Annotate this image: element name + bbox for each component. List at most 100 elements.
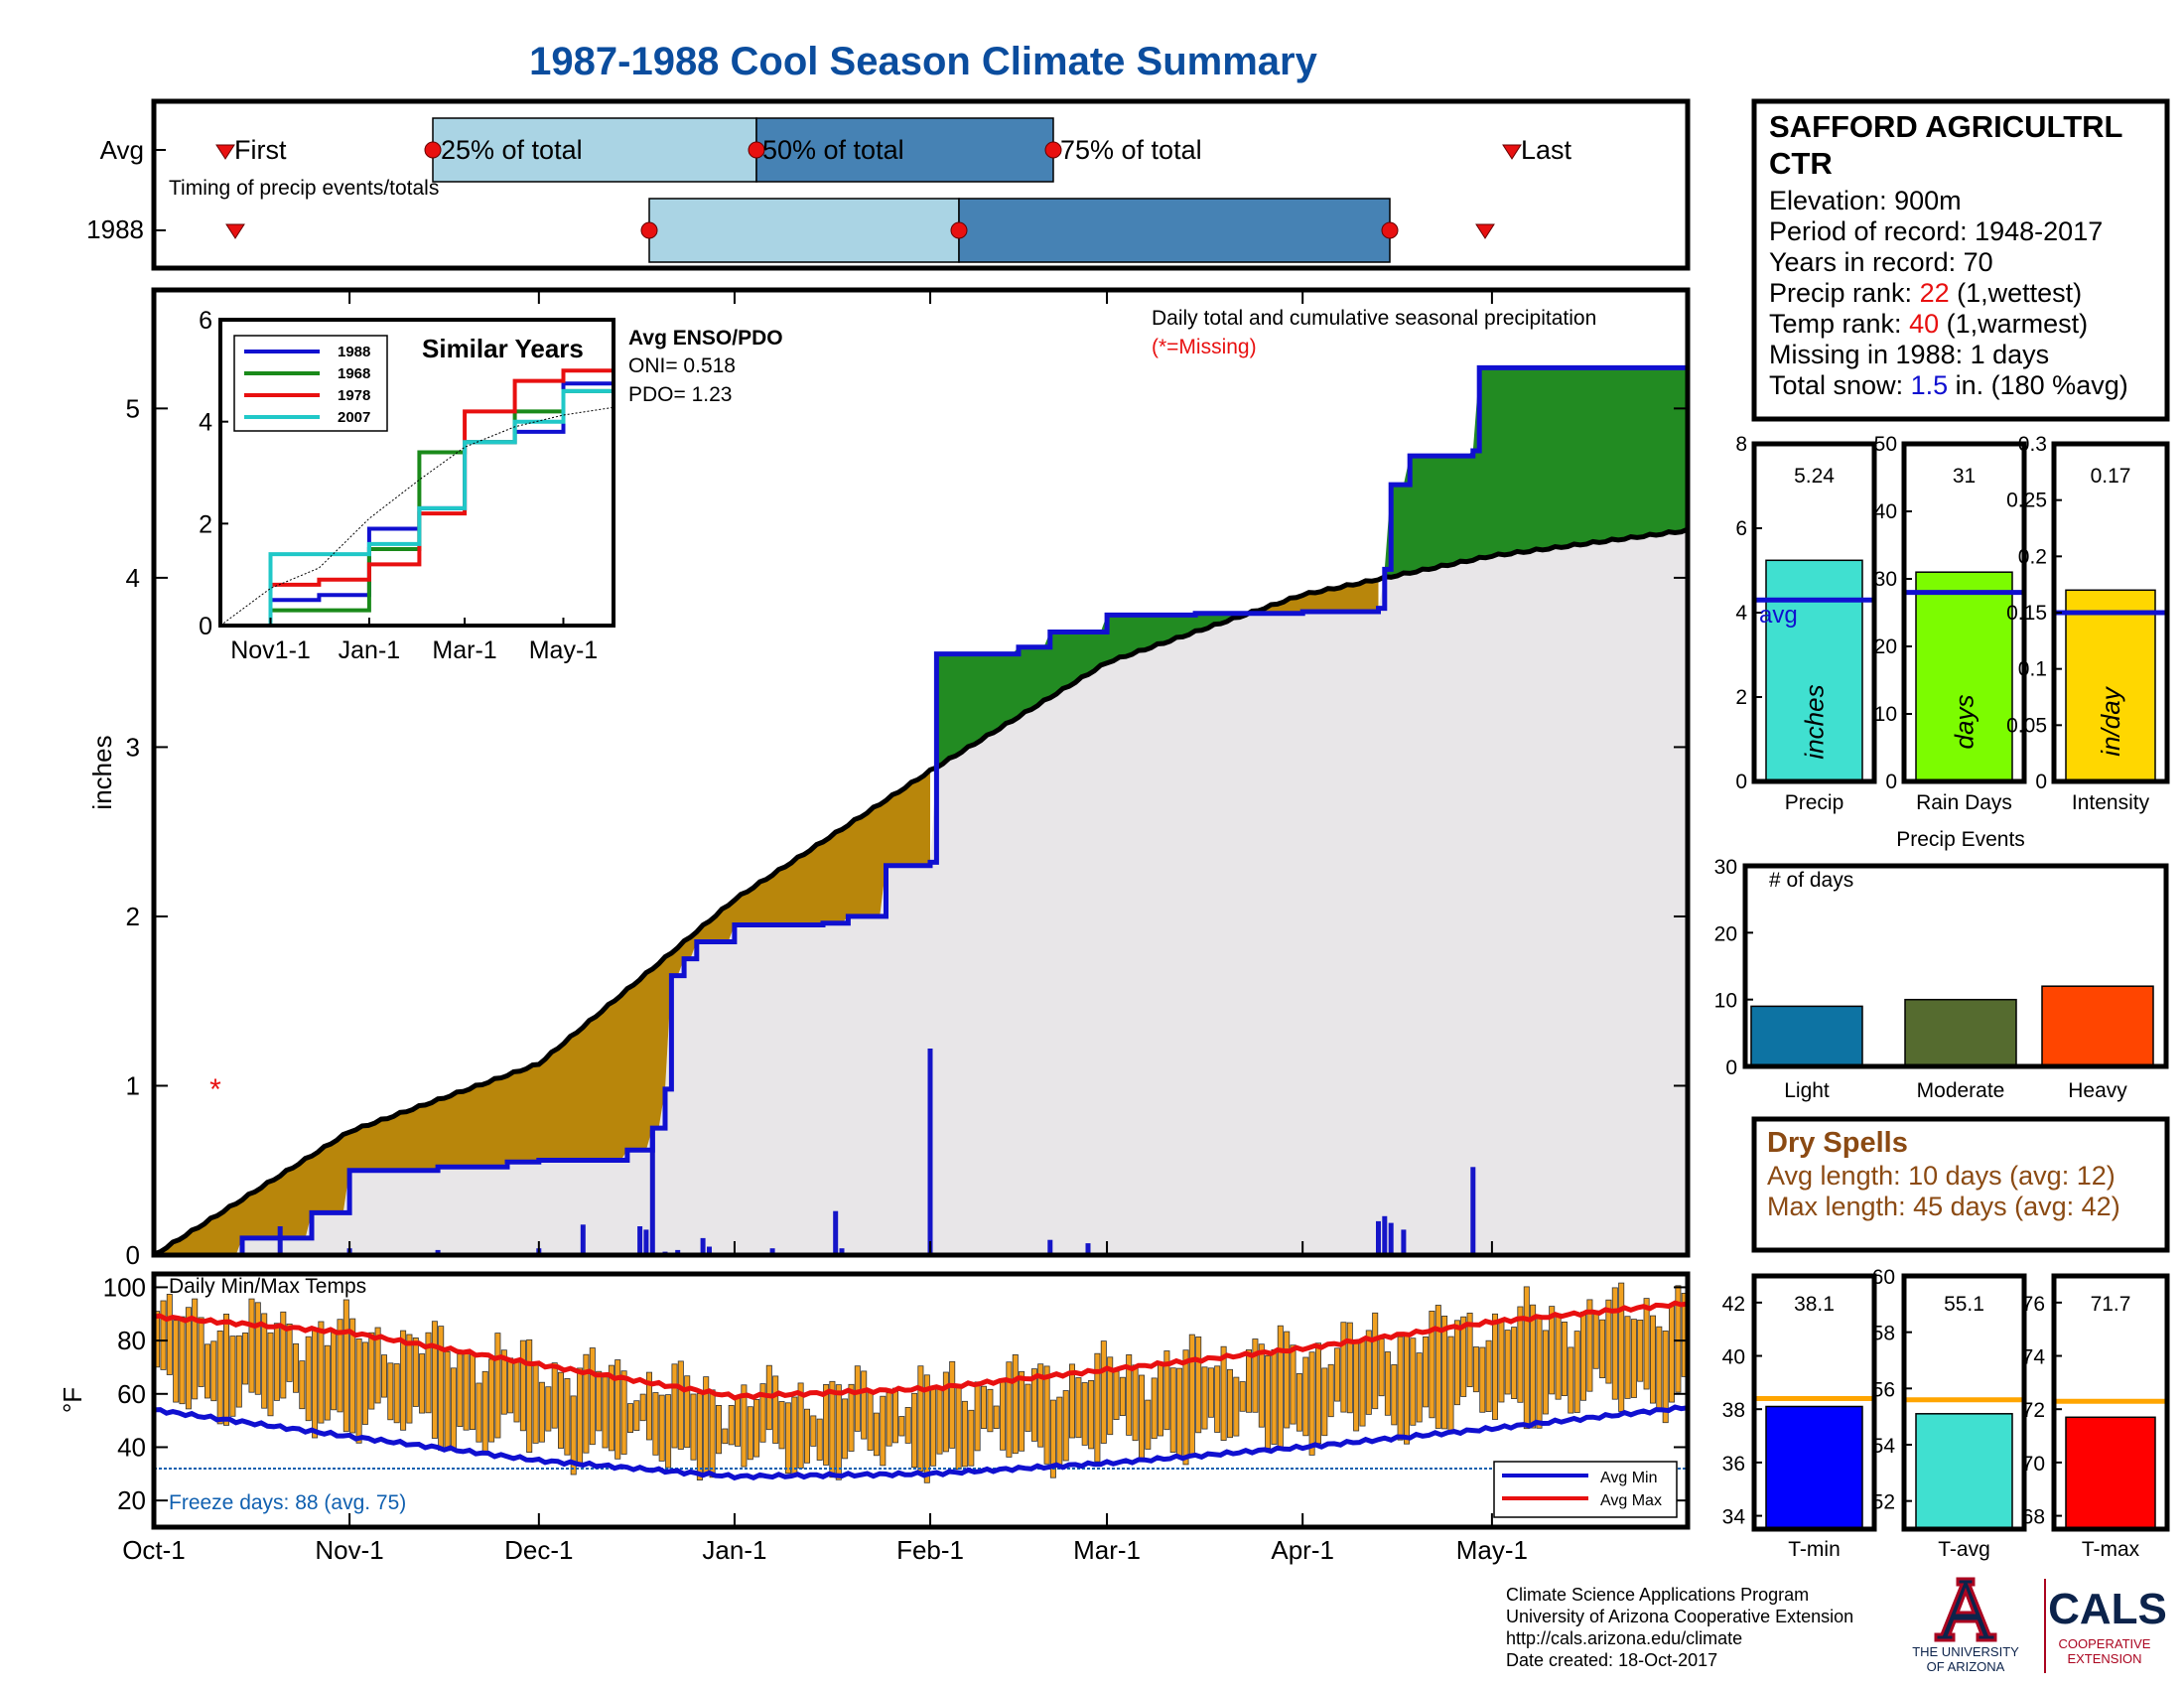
daily-temp-bar <box>438 1326 445 1452</box>
events-category-label: Light <box>1784 1079 1830 1102</box>
daily-temp-bar <box>778 1401 785 1450</box>
daily-temp-bar <box>507 1357 514 1414</box>
temp-plot-frame <box>151 1271 1691 1530</box>
main-ytick-label: 5 <box>126 393 140 423</box>
daily-temp-bar <box>198 1317 205 1387</box>
daily-temp-bar <box>1561 1322 1568 1397</box>
daily-temp-bar <box>854 1365 861 1432</box>
daily-temp-bar <box>551 1362 558 1429</box>
daily-temp-bar <box>1429 1311 1435 1419</box>
daily-temp-bar <box>942 1371 949 1453</box>
daily-temp-bar <box>1321 1367 1328 1437</box>
daily-temp-bar <box>1611 1287 1618 1400</box>
timing-1988-box-25-50 <box>648 198 960 263</box>
timing-1988-box-50-75 <box>958 198 1391 263</box>
main-ylabel: inches <box>87 735 117 809</box>
station-info-frame <box>1751 98 2170 422</box>
daily-temp-bar <box>1618 1282 1625 1412</box>
inset-line-1968 <box>220 388 614 628</box>
daily-temp-bar <box>1258 1343 1265 1428</box>
intensity-value-bar <box>2065 589 2156 782</box>
daily-temp-bar <box>558 1371 565 1449</box>
inset-legend-label: 1968 <box>338 365 370 382</box>
daily-temp-bar <box>658 1394 665 1462</box>
daily-temp-bar <box>955 1387 962 1471</box>
dry-spells-title: Dry Spells <box>1767 1127 1908 1159</box>
daily-temp-bar <box>570 1395 577 1476</box>
daily-precip-bar <box>643 1229 649 1255</box>
timing-75-label: 75% of total <box>1060 135 1202 165</box>
daily-temp-bar <box>923 1374 930 1483</box>
daily-temp-bar <box>759 1383 766 1443</box>
events-category-label: Heavy <box>2068 1079 2127 1102</box>
dry-spells-panel: Dry Spells Avg length: 10 days (avg: 12)… <box>1751 1116 2170 1253</box>
daily-temp-bar <box>210 1340 217 1402</box>
daily-temp-bar <box>842 1398 849 1460</box>
daily-temp-bar <box>481 1370 488 1456</box>
events-bar-light <box>1750 1005 1863 1067</box>
daily-precip-bar <box>637 1226 643 1255</box>
daily-temp-bar <box>1315 1342 1322 1445</box>
temp-ytick-label: 60 <box>117 1379 146 1409</box>
daily-temp-bar <box>1239 1381 1246 1412</box>
daily-temp-bar <box>1675 1285 1682 1393</box>
precip-tick-label: 6 <box>1735 517 1747 540</box>
events-title: Precip Events <box>1896 828 2025 851</box>
daily-temp-bar <box>993 1405 1000 1430</box>
tmax-tick-label: 72 <box>2022 1399 2045 1422</box>
daily-temp-bar <box>961 1400 968 1468</box>
daily-temp-bar <box>216 1331 223 1425</box>
daily-temp-bar <box>810 1415 817 1447</box>
station-elevation: Elevation: 900m <box>1769 186 1962 215</box>
daily-temp-bar <box>1346 1322 1353 1414</box>
precip-events-panel: Precip Events Light Moderate Heavy 0 10 20 30… <box>1714 828 2169 1102</box>
daily-temp-bar <box>987 1388 994 1433</box>
timing-panel: Avg 1988 Timing of precip events/totals … <box>86 98 1691 271</box>
intensity-axis-label: Intensity <box>2072 791 2150 814</box>
daily-temp-bar <box>1126 1354 1133 1436</box>
dry-spells-avg: Avg length: 10 days (avg: 12) <box>1767 1161 2116 1191</box>
tavg-tick-label: 58 <box>1872 1323 1895 1345</box>
main-ytick-label: 4 <box>126 563 140 593</box>
daily-temp-bar <box>608 1364 614 1452</box>
daily-temp-bar <box>1485 1339 1492 1412</box>
rain_days-tick-label: 30 <box>1874 568 1897 591</box>
date-axis-label: Apr-1 <box>1271 1535 1334 1565</box>
daily-temp-bar <box>880 1395 887 1467</box>
rain_days-value-text: 31 <box>1953 465 1976 488</box>
date-axis-label: Jan-1 <box>702 1535 766 1565</box>
daily-temp-bar <box>1151 1377 1158 1440</box>
daily-temp-bar <box>349 1318 356 1434</box>
intensity-value-text: 0.17 <box>2091 465 2131 488</box>
daily-temp-bar <box>1568 1346 1574 1414</box>
daily-temp-bar <box>1555 1313 1562 1400</box>
daily-temp-bar <box>892 1387 899 1444</box>
footer-line3: http://cals.arizona.edu/climate <box>1506 1628 1742 1648</box>
rain_days-frame <box>1901 441 2027 784</box>
daily-temp-bar <box>538 1381 545 1443</box>
daily-temp-bar <box>1100 1340 1107 1444</box>
daily-precip-bar <box>1470 1167 1476 1255</box>
station-period: Period of record: 1948-2017 <box>1769 216 2103 246</box>
daily-temp-bar <box>1163 1350 1170 1431</box>
date-axis-label: Feb-1 <box>896 1535 964 1565</box>
timing-1988-25-marker <box>640 221 658 239</box>
daily-temp-bar <box>886 1392 892 1447</box>
daily-temp-bar <box>1246 1349 1253 1413</box>
daily-temp-bar <box>476 1382 482 1443</box>
main-precip-plot: 0 1 2 3 4 5 inches Daily total and cumulative… <box>87 287 1691 1270</box>
daily-temp-bar <box>835 1384 842 1480</box>
daily-precip-bar <box>580 1224 586 1255</box>
tmin-tick-label: 36 <box>1722 1453 1745 1476</box>
avg-min-line <box>153 1404 1689 1481</box>
daily-temp-bar <box>639 1393 646 1422</box>
daily-temp-bar <box>816 1418 823 1461</box>
temp-legend-avg-max: Avg Max <box>1600 1492 1662 1509</box>
events-ylabel: # of days <box>1769 869 1853 892</box>
daily-temp-bar <box>1030 1368 1037 1442</box>
avg-max-line <box>153 1300 1689 1401</box>
daily-temp-bar <box>1573 1331 1580 1413</box>
daily-temp-bar <box>1580 1311 1587 1401</box>
daily-temp-bar <box>1043 1365 1050 1465</box>
daily-temp-bar <box>602 1376 609 1449</box>
